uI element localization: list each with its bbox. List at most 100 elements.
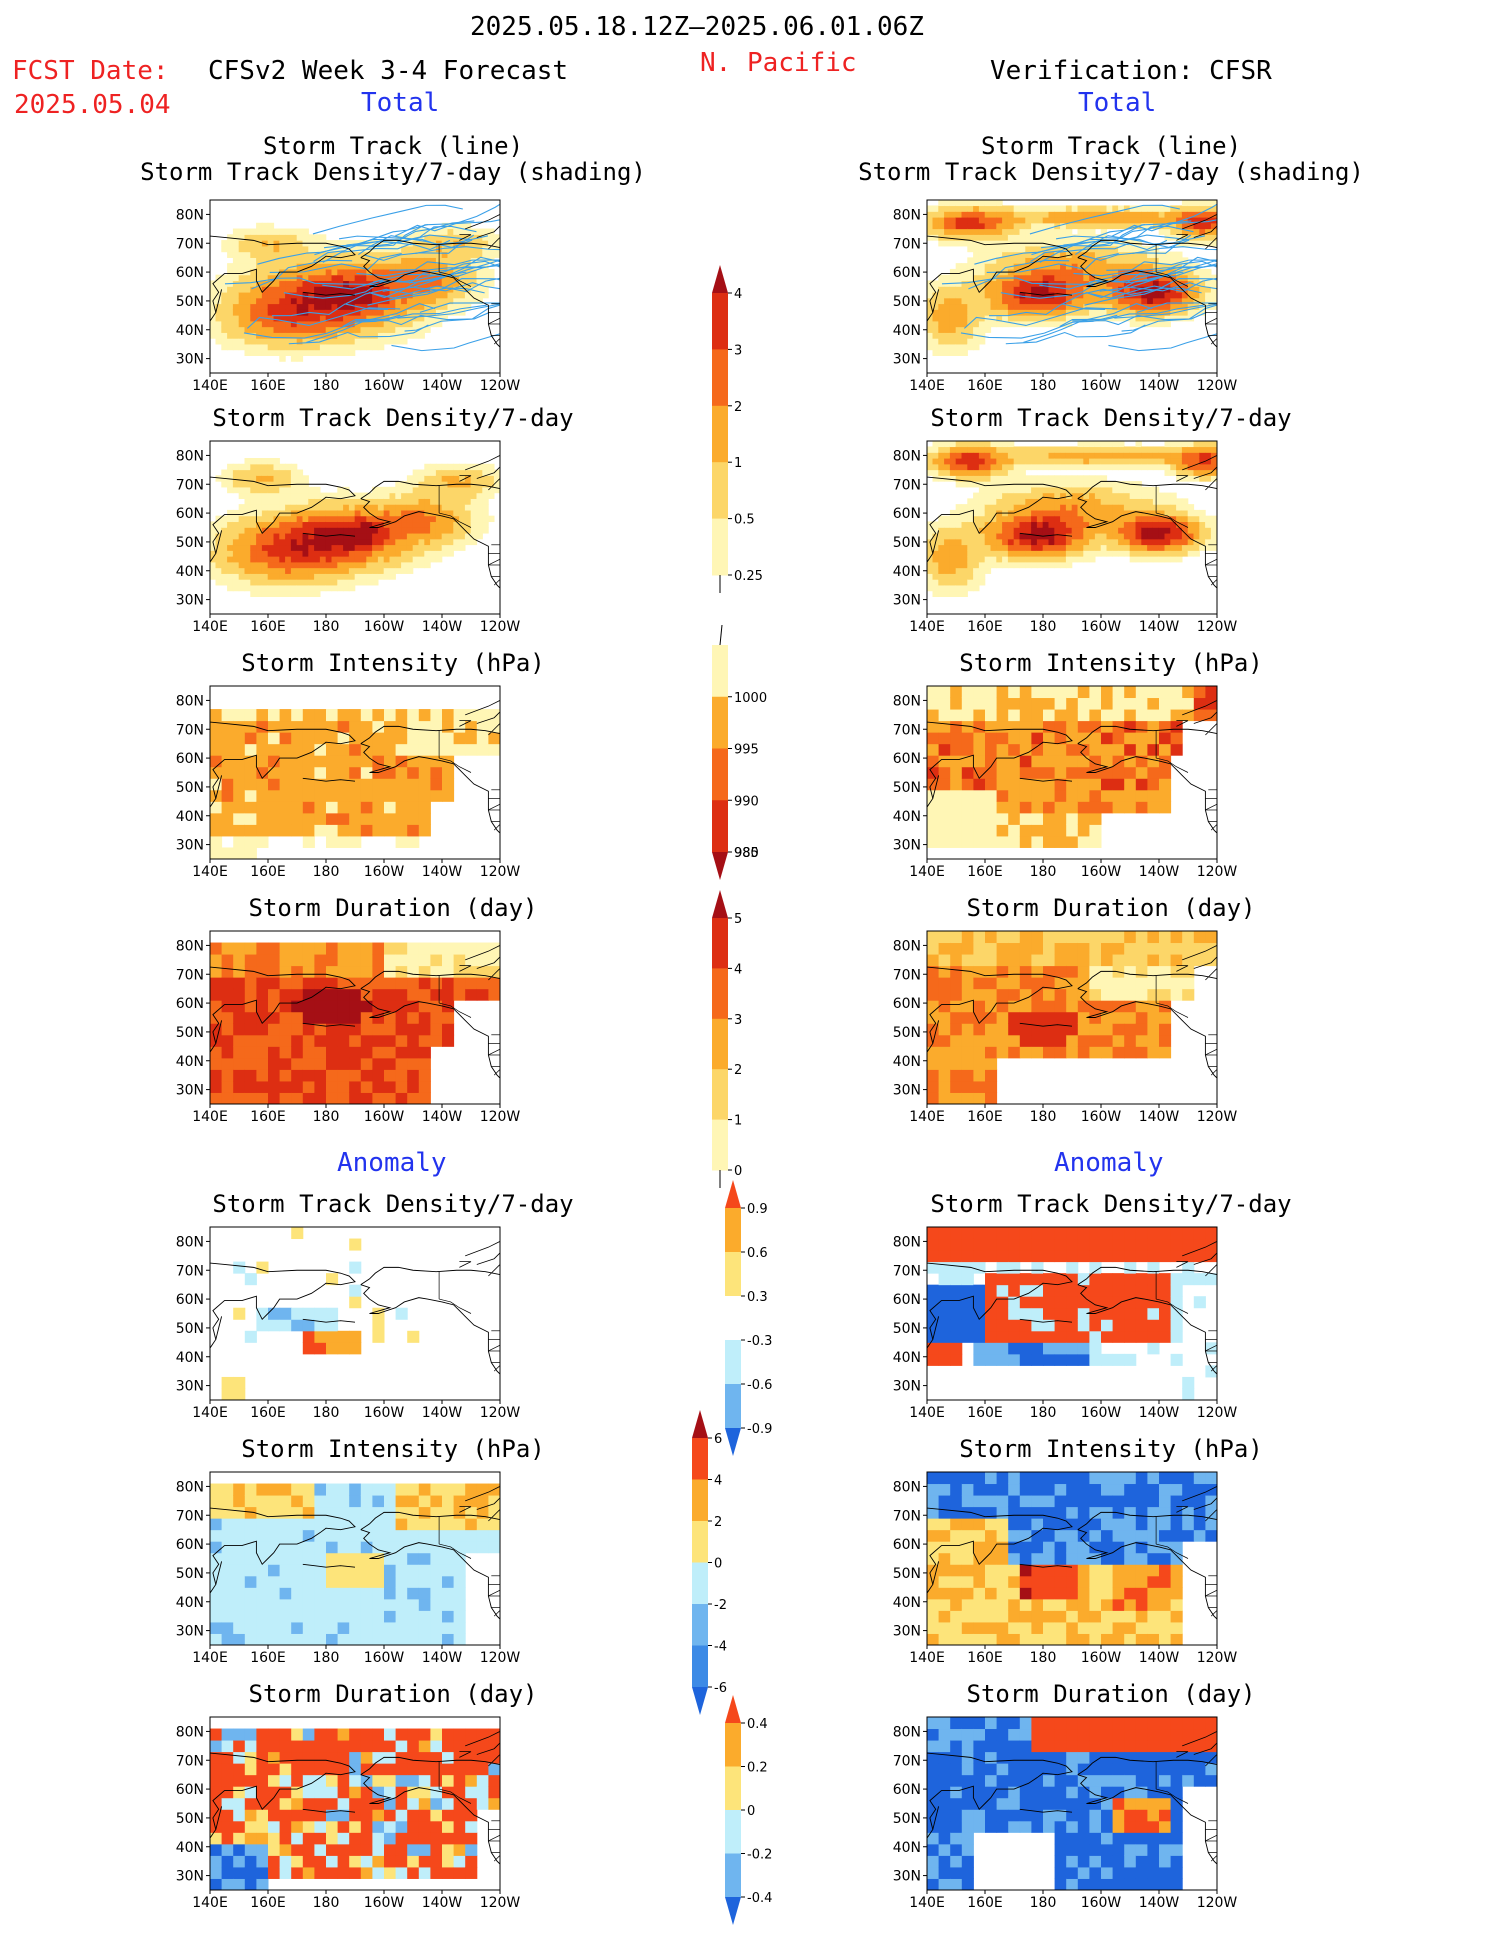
lat-label: 70N: [176, 967, 204, 983]
colorbar-label: 2: [714, 1515, 722, 1530]
colorbar-swatch: [712, 406, 728, 463]
lat-label: 80N: [893, 448, 921, 464]
lat-label: 50N: [893, 1321, 921, 1337]
colorbar-triangle: [692, 1687, 708, 1715]
fcst-date-value: 2025.05.04: [14, 92, 171, 118]
lat-label: 40N: [893, 1054, 921, 1070]
lon-label: 160E: [250, 1109, 286, 1125]
lat-label: 60N: [176, 265, 204, 281]
lat-label: 50N: [176, 780, 204, 796]
lat-label: 80N: [176, 693, 204, 709]
lat-label: 40N: [893, 1350, 921, 1366]
lat-label: 60N: [893, 506, 921, 522]
lat-label: 40N: [176, 809, 204, 825]
title-intensity-anom-right: Storm Intensity (hPa): [811, 1437, 1411, 1461]
lat-label: 70N: [893, 1753, 921, 1769]
colorbar-swatch: [725, 1208, 741, 1253]
lon-label: 140E: [192, 1109, 228, 1125]
lon-label: 120W: [1197, 1109, 1238, 1125]
lon-label: 140E: [192, 619, 228, 635]
lon-label: 160E: [967, 1405, 1003, 1421]
colorbar-label: 2: [734, 400, 742, 415]
colorbar-swatch: [712, 749, 728, 801]
lon-label: 140E: [909, 378, 945, 394]
lat-label: 60N: [893, 751, 921, 767]
lon-label: 120W: [1197, 619, 1238, 635]
colorbar-label: 995: [734, 743, 759, 758]
lon-label: 140W: [422, 1895, 463, 1911]
lon-label: 160E: [250, 1650, 286, 1666]
lat-label: 70N: [893, 236, 921, 252]
lat-label: 40N: [176, 1350, 204, 1366]
lat-label: 40N: [893, 1840, 921, 1856]
anomaly-label-right: Anomaly: [1054, 1150, 1164, 1176]
lon-label: 160E: [250, 619, 286, 635]
colorbar-swatch: [725, 1252, 741, 1297]
lon-label: 140W: [1139, 864, 1180, 880]
lat-label: 30N: [176, 838, 204, 854]
lon-label: 140E: [909, 864, 945, 880]
lat-label: 80N: [176, 207, 204, 223]
lon-label: 180: [1030, 1650, 1057, 1666]
title-track-line-left: Storm Track (line): [93, 134, 693, 158]
colorbar-swatch: [712, 349, 728, 406]
title-density-right: Storm Track Density/7-day: [811, 406, 1411, 430]
lon-label: 180: [1030, 1405, 1057, 1421]
lon-label: 140E: [909, 619, 945, 635]
lat-label: 70N: [893, 1263, 921, 1279]
lon-label: 180: [313, 1109, 340, 1125]
lat-label: 40N: [176, 564, 204, 580]
lon-label: 160E: [967, 1650, 1003, 1666]
lat-label: 60N: [893, 1782, 921, 1798]
colorbar-swatch: [725, 1767, 741, 1811]
lon-label: 120W: [1197, 1405, 1238, 1421]
lon-label: 160E: [967, 1895, 1003, 1911]
lon-label: 160W: [364, 1109, 405, 1125]
colorbar-swatch: [725, 1810, 741, 1854]
lon-label: 180: [313, 864, 340, 880]
lat-label: 70N: [893, 722, 921, 738]
colorbar-triangle: [725, 1695, 741, 1723]
total-label-right: Total: [1078, 90, 1156, 116]
lat-label: 60N: [893, 1292, 921, 1308]
lon-label: 140W: [1139, 1405, 1180, 1421]
colorbar-label: 0.5: [734, 513, 755, 528]
lon-label: 180: [313, 1895, 340, 1911]
colorbar-swatch: [725, 1723, 741, 1767]
lon-label: 140E: [909, 1650, 945, 1666]
lon-label: 140E: [192, 1650, 228, 1666]
colorbar-swatch: [712, 1019, 728, 1070]
lat-label: 30N: [176, 1869, 204, 1885]
lat-label: 80N: [893, 207, 921, 223]
colorbar-label: 0.9: [747, 1202, 768, 1217]
lat-label: 60N: [176, 1292, 204, 1308]
lat-label: 40N: [893, 1595, 921, 1611]
lat-label: 40N: [176, 1840, 204, 1856]
lat-label: 30N: [893, 1869, 921, 1885]
lat-label: 50N: [893, 294, 921, 310]
lat-label: 30N: [893, 838, 921, 854]
lon-label: 140E: [192, 378, 228, 394]
lon-label: 160W: [364, 864, 405, 880]
lat-label: 60N: [893, 996, 921, 1012]
title-density-anom-right: Storm Track Density/7-day: [811, 1192, 1411, 1216]
lon-label: 160E: [250, 378, 286, 394]
colorbar-swatch: [712, 697, 728, 749]
lon-label: 140W: [422, 1405, 463, 1421]
title-duration-right: Storm Duration (day): [811, 896, 1411, 920]
anomaly-label-left: Anomaly: [337, 1150, 447, 1176]
lon-label: 160W: [1081, 864, 1122, 880]
lon-label: 140W: [1139, 1895, 1180, 1911]
lon-label: 160W: [1081, 619, 1122, 635]
lat-label: 70N: [176, 1753, 204, 1769]
colorbar-label: 1: [734, 456, 742, 471]
lat-label: 50N: [176, 1811, 204, 1827]
lon-label: 140E: [192, 1405, 228, 1421]
